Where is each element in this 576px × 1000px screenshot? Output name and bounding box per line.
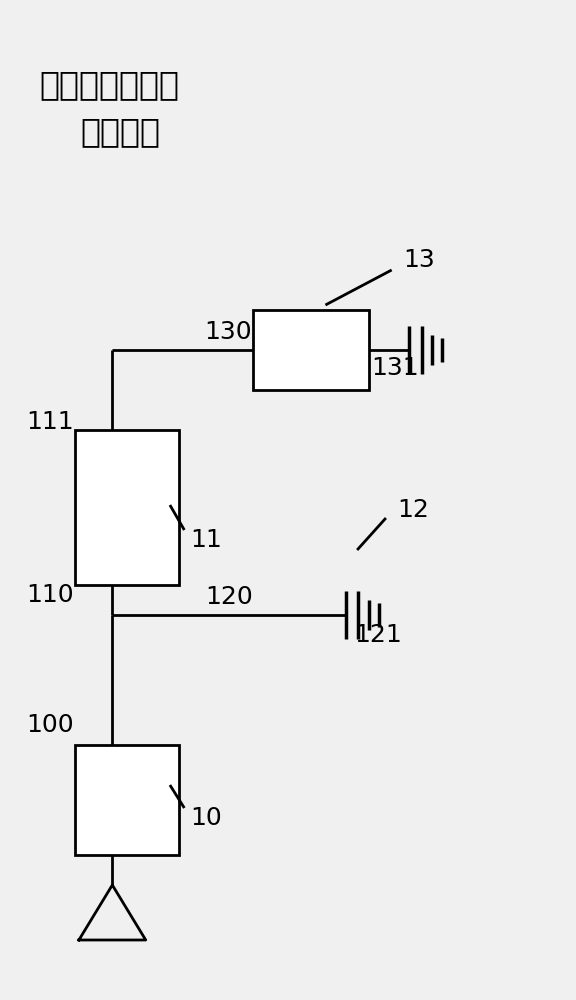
Text: 11: 11 xyxy=(190,528,222,552)
Text: 120: 120 xyxy=(206,585,253,609)
Text: 130: 130 xyxy=(204,320,252,344)
Text: 110: 110 xyxy=(26,583,74,607)
Text: 13: 13 xyxy=(403,248,435,272)
Bar xyxy=(75,745,179,855)
Text: 10: 10 xyxy=(190,806,222,830)
Text: 应的电路: 应的电路 xyxy=(81,115,161,148)
Bar xyxy=(75,430,179,585)
Text: 111: 111 xyxy=(26,410,74,434)
Text: 121: 121 xyxy=(354,623,402,647)
Bar xyxy=(253,310,369,390)
Text: 12: 12 xyxy=(397,498,429,522)
Text: 100: 100 xyxy=(26,713,74,737)
Text: 131: 131 xyxy=(372,356,419,380)
Text: 降低功放记忆效: 降低功放记忆效 xyxy=(39,68,179,102)
